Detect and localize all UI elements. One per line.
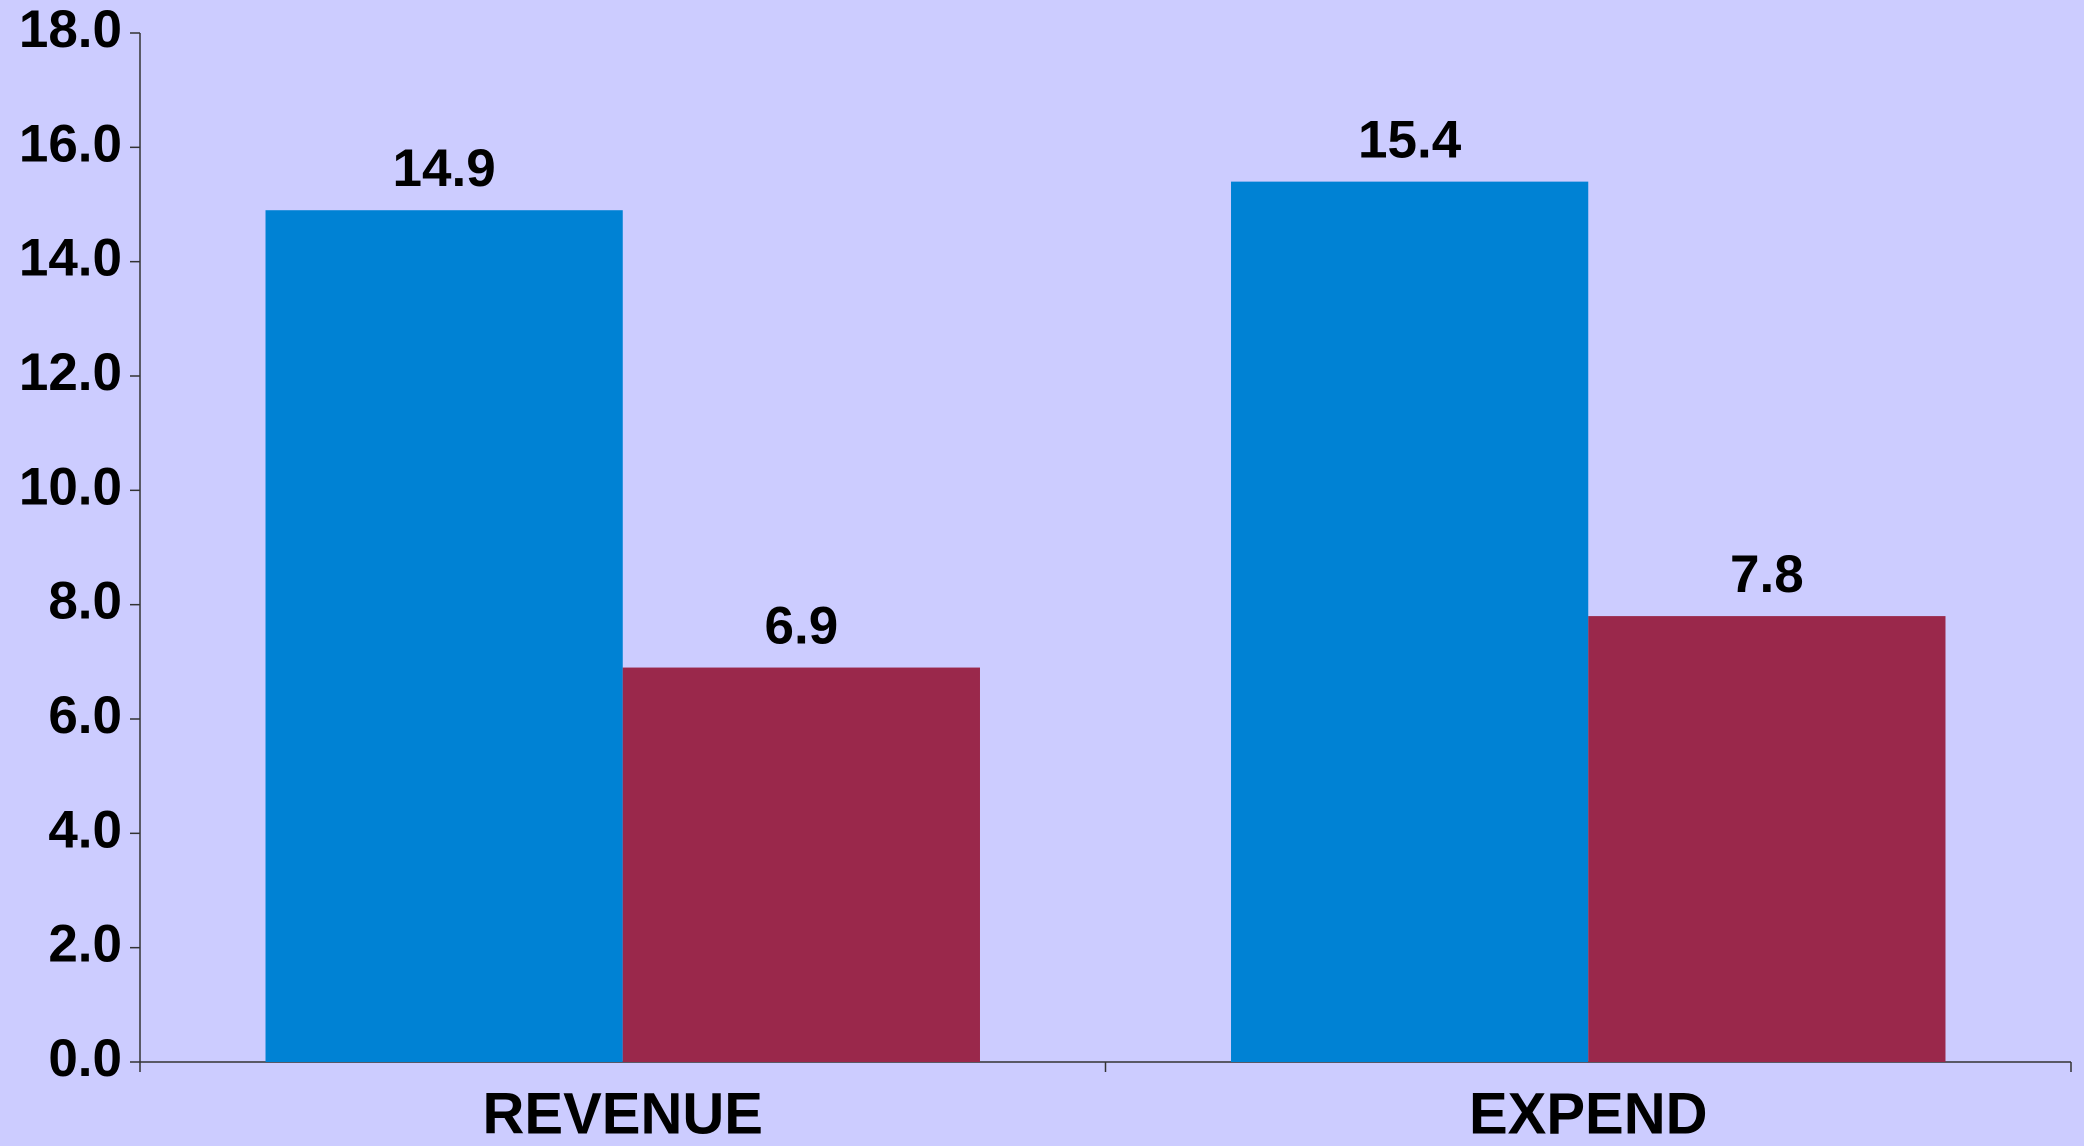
bar [1231,181,1589,1063]
data-label: 6.9 [765,597,839,656]
y-tick-label: 4.0 [48,800,122,859]
data-label: 14.9 [393,139,496,198]
y-tick-label: 12.0 [19,343,122,402]
y-tick-label: 16.0 [19,114,122,173]
y-tick-label: 14.0 [19,229,122,288]
y-tick-label: 10.0 [19,457,122,516]
y-tick-label: 18.0 [19,0,122,59]
y-tick-label: 2.0 [48,915,122,974]
bar [1588,616,1946,1062]
y-tick-label: 8.0 [48,572,122,631]
y-tick-label: 6.0 [48,686,122,745]
data-label: 15.4 [1358,111,1462,170]
x-tick-label: REVENUE [483,1081,763,1146]
y-tick-label: 0.0 [48,1029,122,1088]
bar [622,667,980,1062]
data-label: 7.8 [1730,545,1804,604]
x-tick-label: EXPEND [1469,1081,1708,1146]
bar [265,210,623,1062]
